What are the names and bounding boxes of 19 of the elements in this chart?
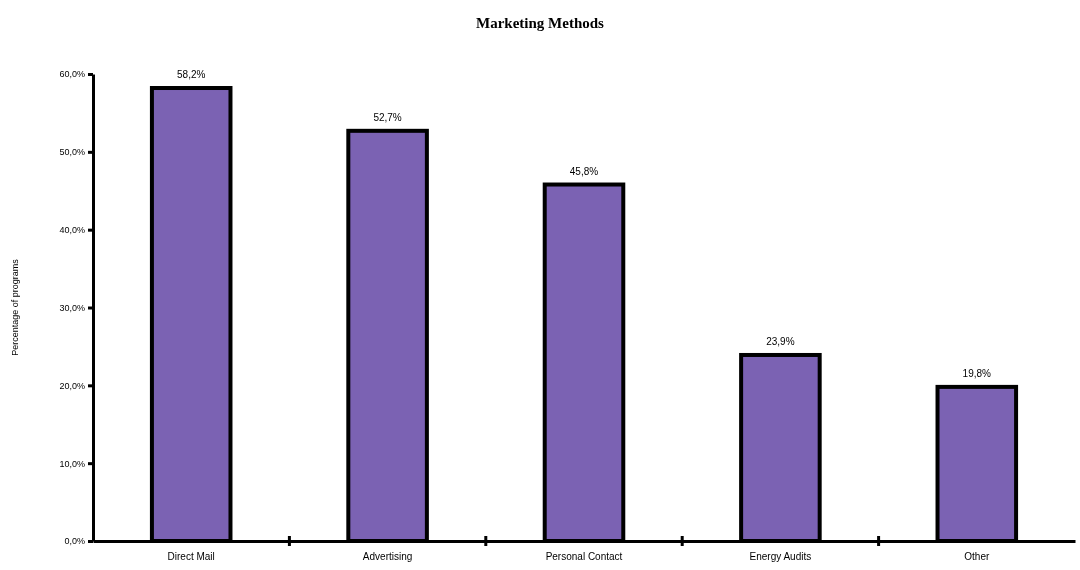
- data-label: 19,8%: [962, 367, 992, 379]
- x-tick-label: Other: [964, 551, 990, 562]
- y-tick-label: 10,0%: [59, 458, 85, 469]
- x-tick-label: Personal Contact: [545, 551, 623, 562]
- y-tick-label: 60,0%: [59, 69, 85, 80]
- y-tick-label: 40,0%: [59, 225, 85, 236]
- y-tick-label: 30,0%: [59, 302, 85, 313]
- y-tick-label: 0,0%: [64, 536, 85, 547]
- data-label: 52,7%: [373, 111, 402, 123]
- data-label: 58,2%: [177, 69, 206, 81]
- data-label: 45,8%: [569, 165, 599, 177]
- x-tick-label: Advertising: [362, 551, 413, 562]
- data-label: 23,9%: [766, 335, 795, 347]
- x-tick-label: Energy Audits: [749, 551, 812, 562]
- x-tick-label: Direct Mail: [167, 551, 215, 562]
- y-axis-title: Percentage of programs: [10, 258, 20, 356]
- y-tick-label: 50,0%: [59, 147, 85, 158]
- chart-title: Marketing Methods: [476, 15, 605, 31]
- y-tick-label: 20,0%: [59, 380, 85, 391]
